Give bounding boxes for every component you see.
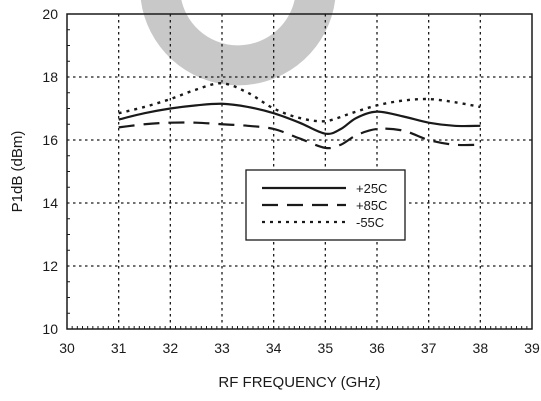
x-tick-label-39: 39 bbox=[524, 340, 540, 356]
y-tick-label-20: 20 bbox=[42, 6, 58, 22]
y-tick-label-14: 14 bbox=[42, 195, 58, 211]
y-tick-label-18: 18 bbox=[42, 69, 58, 85]
series-group bbox=[118, 82, 481, 150]
y-tick-label-16: 16 bbox=[42, 132, 58, 148]
x-tick-label-34: 34 bbox=[266, 340, 282, 356]
x-tick-label-38: 38 bbox=[473, 340, 489, 356]
x-tick-label-32: 32 bbox=[163, 340, 179, 356]
x-tick-label-35: 35 bbox=[318, 340, 334, 356]
x-tick-label-30: 30 bbox=[59, 340, 75, 356]
series-line-1 bbox=[118, 121, 481, 150]
legend-label-0: +25C bbox=[356, 181, 387, 196]
y-axis-title: P1dB (dBm) bbox=[9, 131, 26, 213]
series-line-0 bbox=[118, 102, 481, 136]
legend-label-1: +85C bbox=[356, 198, 387, 213]
x-tick-label-36: 36 bbox=[369, 340, 385, 356]
legend-label-2: -55C bbox=[356, 215, 384, 230]
series-line-2 bbox=[118, 82, 481, 123]
watermark-logo bbox=[140, 0, 336, 86]
x-axis-title: RF FREQUENCY (GHz) bbox=[218, 374, 380, 391]
watermark-arc bbox=[140, 0, 336, 86]
legend: +25C +85C -55C bbox=[245, 169, 406, 241]
axis-ticks: 30 31 32 33 34 35 36 37 38 39 10 12 14 16 18 20 bbox=[42, 6, 540, 356]
y-tick-label-10: 10 bbox=[42, 321, 58, 337]
x-tick-label-37: 37 bbox=[421, 340, 437, 356]
y-tick-label-12: 12 bbox=[42, 258, 58, 274]
x-tick-label-33: 33 bbox=[214, 340, 230, 356]
x-tick-label-31: 31 bbox=[111, 340, 127, 356]
